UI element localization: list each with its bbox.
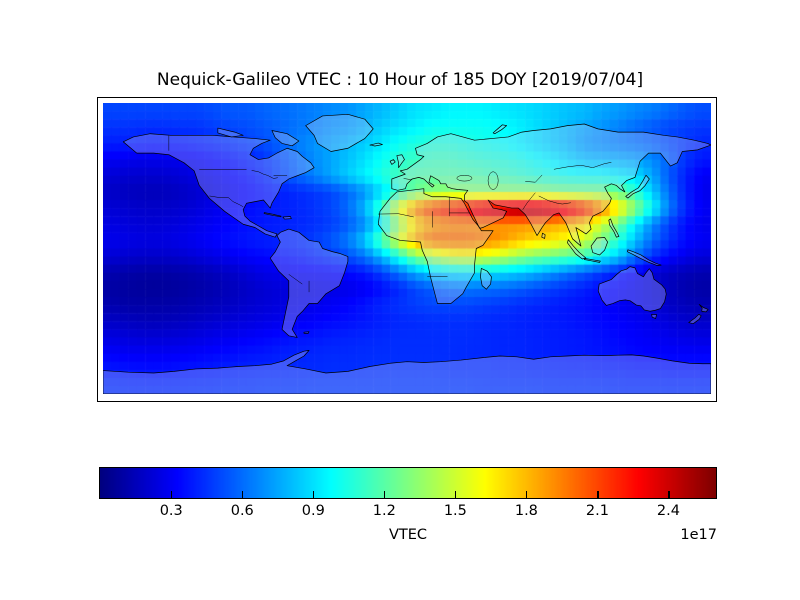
black-sea <box>457 175 472 181</box>
great-lakes <box>252 170 278 178</box>
colorbar <box>99 467 717 499</box>
colorbar-tick-mark <box>668 491 670 498</box>
australia-coast <box>598 267 666 312</box>
vtec-heatmap-canvas <box>103 103 711 394</box>
new-guinea-coast <box>627 250 661 266</box>
colorbar-tick-label: 1.5 <box>443 503 467 519</box>
colorbar-tick-label: 1.2 <box>372 503 396 519</box>
colorbar-tick-labels: 0.3 0.6 0.9 1.2 1.5 1.8 2.1 2.4 <box>0 503 800 523</box>
eurasia-coast <box>392 124 711 246</box>
madagascar-coast <box>480 268 491 289</box>
colorbar-offset-label: 1e17 <box>680 527 717 543</box>
hispaniola-coast <box>283 216 291 219</box>
south-america-border <box>289 274 309 292</box>
colorbar-tick-label: 2.4 <box>656 503 680 519</box>
colorbar-tick-mark <box>455 491 457 498</box>
colorbar-tick-mark <box>597 491 599 498</box>
country-borders <box>169 136 611 292</box>
africa-coast <box>378 189 493 304</box>
sumatra-coast <box>567 240 585 259</box>
new-zealand-south-coast <box>689 314 701 323</box>
novaya-zemlya-coast <box>493 125 507 134</box>
colorbar-tick-mark <box>526 491 528 498</box>
caspian-sea <box>488 172 498 190</box>
colorbar-tick-mark <box>171 491 173 498</box>
coastlines <box>103 114 711 394</box>
us-canada-border <box>199 169 287 175</box>
iceland-coast <box>370 143 383 146</box>
colorbar-gradient-canvas <box>100 468 716 498</box>
us-mexico-border <box>209 196 243 207</box>
arctic-archipelago-coast <box>218 128 243 137</box>
falklands-coast <box>304 332 309 334</box>
north-america-coast <box>123 134 314 237</box>
colorbar-tick-mark <box>242 491 244 498</box>
colorbar-tick-label: 0.3 <box>159 503 183 519</box>
india-pakistan-border <box>523 193 536 210</box>
colorbar-tick-mark <box>384 491 386 498</box>
colorbar-tick-label: 2.1 <box>585 503 609 519</box>
colorbar-tick-label: 0.6 <box>230 503 254 519</box>
himalaya-border <box>539 196 571 204</box>
sri-lanka-coast <box>542 233 545 238</box>
java-coast <box>584 259 600 263</box>
philippines-coast <box>609 219 619 237</box>
ireland-coast <box>390 160 395 165</box>
world-map-overlay <box>103 103 711 394</box>
cuba-coast <box>264 213 281 217</box>
colorbar-tick-mark <box>313 491 315 498</box>
colorbar-tick-label: 1.8 <box>514 503 538 519</box>
new-zealand-north-coast <box>699 304 708 311</box>
britain-coast <box>397 155 405 168</box>
china-mongolia-border <box>554 162 611 169</box>
japan-coast <box>626 175 650 198</box>
colorbar-axis-label: VTEC <box>388 527 428 543</box>
baffin-island-coast <box>272 130 299 145</box>
central-asia-border <box>404 175 542 182</box>
sahara-borders <box>378 197 469 228</box>
tasmania-coast <box>652 314 657 318</box>
borneo-coast <box>591 238 608 255</box>
greenland-coast <box>306 114 374 151</box>
antarctica-coast <box>103 350 711 394</box>
colorbar-tick-label: 0.9 <box>301 503 325 519</box>
plot-title: Nequick-Galileo VTEC : 10 Hour of 185 DO… <box>156 70 644 90</box>
lakes <box>252 170 499 189</box>
